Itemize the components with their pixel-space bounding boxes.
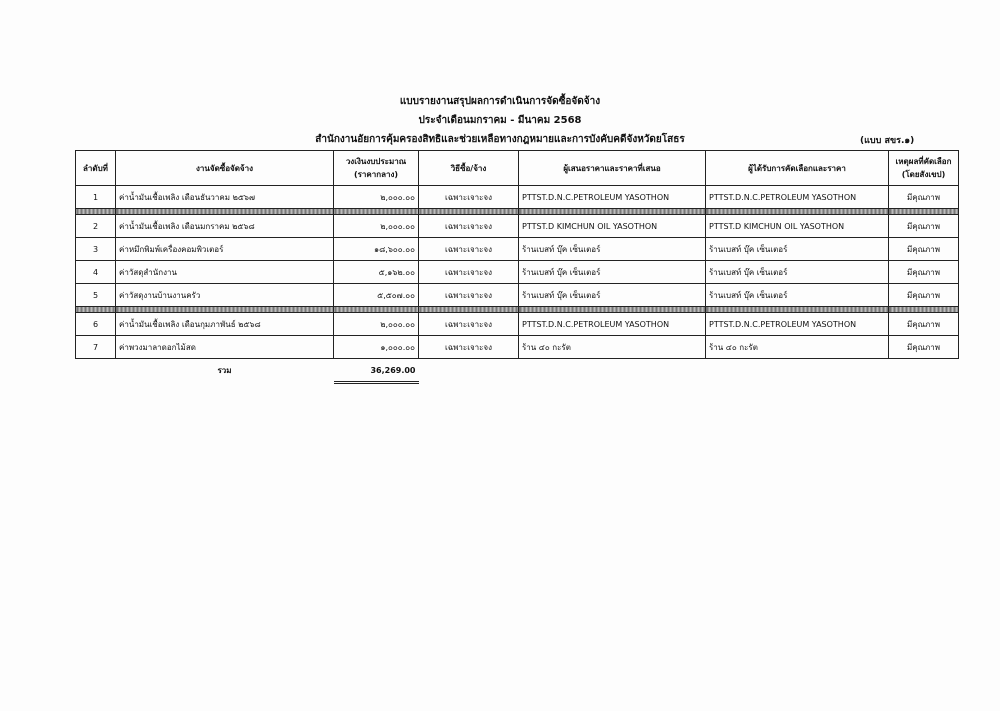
- cell: มีคุณภาพ: [888, 237, 959, 261]
- cell: ๒,๐๐๐.๐๐: [333, 214, 419, 238]
- cell: 3: [75, 237, 116, 261]
- cell: 7: [75, 335, 116, 359]
- cell: 2: [75, 214, 116, 238]
- total-value: 36,269.00: [333, 358, 419, 384]
- report-table: ลำดับที่ งานจัดซื้อจัดจ้าง วงเงินงบประมาณ (…: [75, 150, 959, 384]
- cell: มีคุณภาพ: [888, 335, 959, 359]
- cell: ๒,๐๐๐.๐๐: [333, 185, 419, 209]
- cell: ค่าน้ำมันเชื้อเพลิง เดือนมกราคม ๒๕๖๘: [115, 214, 334, 238]
- data-row: 6 ค่าน้ำมันเชื้อเพลิง เดือนกุมภาพันธ์ ๒๕๖…: [75, 312, 959, 336]
- cell: มีคุณภาพ: [888, 283, 959, 307]
- header-line: ผู้เสนอราคาและราคาที่เสนอ: [563, 163, 661, 173]
- cell: ร้านเบสท์ บุ๊ค เซ็นเตอร์: [705, 283, 889, 307]
- cell: ค่าพวงมาลาดอกไม้สด: [115, 335, 334, 359]
- cell: เฉพาะเจาะจง: [418, 335, 519, 359]
- header-line: วงเงินงบประมาณ: [345, 157, 407, 166]
- cell: ร้าน ๔๐ กะรัต: [705, 335, 889, 359]
- cell: 5: [75, 283, 116, 307]
- header-line: ลำดับที่: [83, 163, 108, 173]
- header-line: เหตุผลที่คัดเลือก: [895, 157, 952, 166]
- header-line: (ราคากลาง): [353, 170, 399, 179]
- header-row: ลำดับที่ งานจัดซื้อจัดจ้าง วงเงินงบประมาณ (…: [75, 150, 959, 186]
- total-label: รวม: [217, 366, 232, 376]
- column-header: ผู้เสนอราคาและราคาที่เสนอ: [518, 150, 706, 186]
- form-code: (แบบ สขร.๑): [860, 136, 915, 146]
- cell: 6: [75, 312, 116, 336]
- column-header: งานจัดซื้อจัดจ้าง: [115, 150, 334, 186]
- title: แบบรายงานสรุปผลการดำเนินการจัดซื้อจัดจ้า…: [399, 96, 601, 107]
- cell: เฉพาะเจาะจง: [418, 185, 519, 209]
- cell: PTTST.D KIMCHUN OIL YASOTHON: [705, 214, 889, 238]
- total-row: รวม 36,269.00: [76, 358, 959, 384]
- header-line: งานจัดซื้อจัดจ้าง: [196, 163, 253, 173]
- cell: มีคุณภาพ: [888, 312, 959, 336]
- spacer: [76, 359, 116, 383]
- data-row: 4 ค่าวัสดุสำนักงาน ๕,๑๖๒.๐๐ เฉพาะเจาะจง ร้าน…: [75, 260, 959, 284]
- cell: 1: [75, 185, 116, 209]
- cell: ร้านเบสท์ บุ๊ค เซ็นเตอร์: [705, 260, 889, 284]
- cell: 4: [75, 260, 116, 284]
- cell: เฉพาะเจาะจง: [418, 260, 519, 284]
- cell: PTTST.D.N.C.PETROLEUM YASOTHON: [705, 185, 889, 209]
- data-row: 1 ค่าน้ำมันเชื้อเพลิง เดือนธันวาคม ๒๕๖๗ ๒,…: [75, 185, 959, 209]
- cell: ค่าวัสดุสำนักงาน: [115, 260, 334, 284]
- data-row: 7 ค่าพวงมาลาดอกไม้สด ๑,๐๐๐.๐๐ เฉพาะเจาะจง ร้…: [75, 335, 959, 359]
- cell: ร้านเบสท์ บุ๊ค เซ็นเตอร์: [518, 237, 706, 261]
- column-header: ผู้ได้รับการคัดเลือกและราคา: [705, 150, 889, 186]
- cell: ร้าน ๔๐ กะรัต: [518, 335, 706, 359]
- separator-row: [75, 306, 959, 313]
- cell: เฉพาะเจาะจง: [418, 214, 519, 238]
- cell: มีคุณภาพ: [888, 214, 959, 238]
- data-row: 2 ค่าน้ำมันเชื้อเพลิง เดือนมกราคม ๒๕๖๘ ๒,๐…: [75, 214, 959, 238]
- cell: ๕,๑๖๒.๐๐: [333, 260, 419, 284]
- cell: เฉพาะเจาะจง: [418, 283, 519, 307]
- cell: ๑,๐๐๐.๐๐: [333, 335, 419, 359]
- cell: ร้านเบสท์ บุ๊ค เซ็นเตอร์: [705, 237, 889, 261]
- period: ประจำเดือนมกราคม - มีนาคม 2568: [418, 115, 582, 126]
- cell: PTTST.D.N.C.PETROLEUM YASOTHON: [518, 185, 706, 209]
- cell: PTTST.D.N.C.PETROLEUM YASOTHON: [705, 312, 889, 336]
- cell: PTTST.D KIMCHUN OIL YASOTHON: [518, 214, 706, 238]
- header-line: (โดยสังเขป): [901, 170, 946, 179]
- header-line: ผู้ได้รับการคัดเลือกและราคา: [748, 163, 846, 173]
- cell: ค่าน้ำมันเชื้อเพลิง เดือนกุมภาพันธ์ ๒๕๖๘: [115, 312, 334, 336]
- cell: ค่าวัสดุงานบ้านงานครัว: [115, 283, 334, 307]
- column-header: ลำดับที่: [75, 150, 116, 186]
- cell: เฉพาะเจาะจง: [418, 312, 519, 336]
- cell: ๕,๕๐๗.๐๐: [333, 283, 419, 307]
- cell: ๒,๐๐๐.๐๐: [333, 312, 419, 336]
- data-row: 5 ค่าวัสดุงานบ้านงานครัว ๕,๕๐๗.๐๐ เฉพาะเจาะ…: [75, 283, 959, 307]
- data-row: 3 ค่าหมึกพิมพ์เครื่องคอมพิวเตอร์ ๑๘,๖๐๐.๐๐…: [75, 237, 959, 261]
- cell: ค่าน้ำมันเชื้อเพลิง เดือนธันวาคม ๒๕๖๗: [115, 185, 334, 209]
- cell: เฉพาะเจาะจง: [418, 237, 519, 261]
- column-header: วงเงินงบประมาณ (ราคากลาง): [333, 150, 419, 186]
- cell: ๑๘,๖๐๐.๐๐: [333, 237, 419, 261]
- header-line: วิธีซื้อ/จ้าง: [450, 163, 487, 173]
- cell: มีคุณภาพ: [888, 185, 959, 209]
- office: สำนักงานอัยการคุ้มครองสิทธิและช่วยเหลือท…: [315, 134, 685, 145]
- column-header: วิธีซื้อ/จ้าง: [418, 150, 519, 186]
- cell: PTTST.D.N.C.PETROLEUM YASOTHON: [518, 312, 706, 336]
- cell: ร้านเบสท์ บุ๊ค เซ็นเตอร์: [518, 283, 706, 307]
- cell: มีคุณภาพ: [888, 260, 959, 284]
- cell: ค่าหมึกพิมพ์เครื่องคอมพิวเตอร์: [115, 237, 334, 261]
- cell: ร้านเบสท์ บุ๊ค เซ็นเตอร์: [518, 260, 706, 284]
- column-header: เหตุผลที่คัดเลือก (โดยสังเขป): [888, 150, 959, 186]
